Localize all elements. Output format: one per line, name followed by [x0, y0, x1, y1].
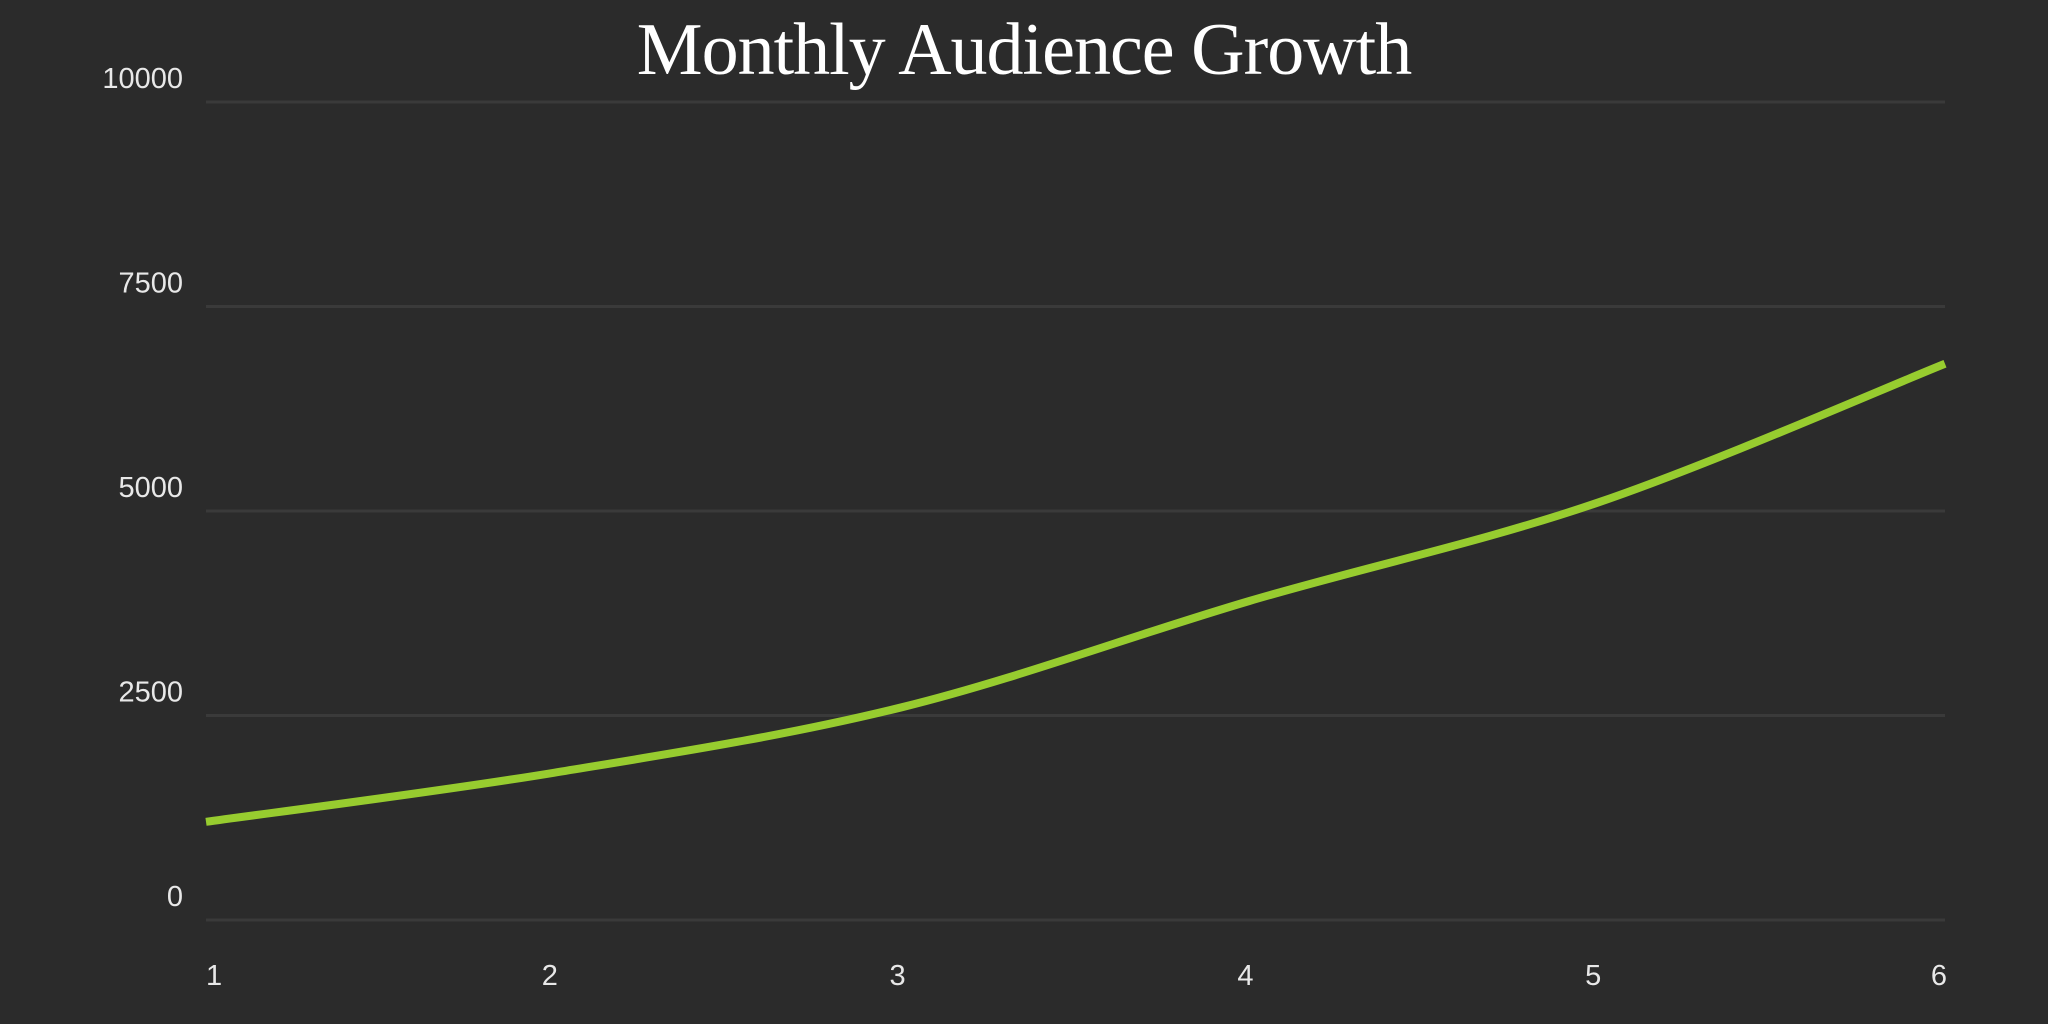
- chart-title: Monthly Audience Growth: [636, 9, 1412, 91]
- x-tick-label: 2: [542, 960, 558, 992]
- y-tick-label: 5000: [118, 472, 183, 504]
- x-tick-label: 6: [1931, 960, 1947, 992]
- y-tick-label: 7500: [118, 268, 183, 300]
- y-tick-label: 2500: [118, 677, 183, 709]
- x-tick-label: 5: [1585, 960, 1601, 992]
- series-line: [205, 360, 1947, 826]
- x-tick-label: 1: [206, 960, 222, 992]
- x-tick-label: 3: [890, 960, 906, 992]
- x-tick-label: 4: [1237, 960, 1253, 992]
- y-tick-label: 0: [167, 881, 183, 913]
- y-tick-label: 10000: [102, 63, 183, 95]
